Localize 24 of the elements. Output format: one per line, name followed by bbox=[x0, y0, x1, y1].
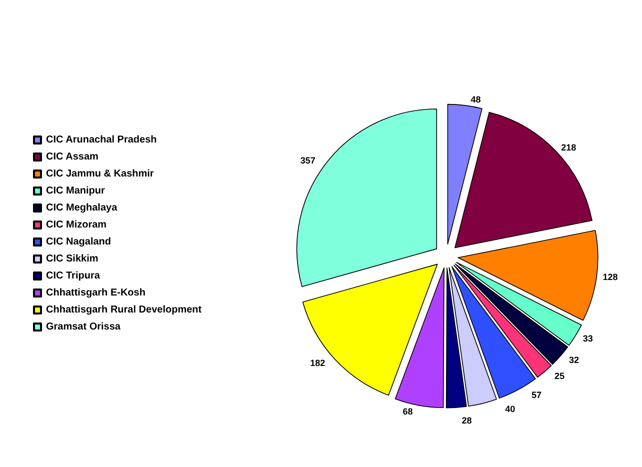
legend-label: CIC Mizoram bbox=[46, 220, 107, 230]
legend-label: Chhattisgarh E-Kosh bbox=[46, 288, 146, 298]
legend-label: CIC Nagaland bbox=[46, 236, 112, 248]
data-label: 218 bbox=[561, 142, 576, 152]
legend-label: CIC Assam bbox=[46, 152, 99, 162]
data-label: 57 bbox=[532, 390, 542, 400]
legend-label: CIC Tripura bbox=[46, 270, 100, 282]
data-label: 182 bbox=[310, 358, 326, 368]
data-label: 357 bbox=[300, 156, 316, 166]
legend-label: CIC Meghalaya bbox=[46, 202, 118, 214]
data-label: 48 bbox=[470, 94, 481, 104]
data-label: 68 bbox=[402, 406, 413, 416]
legend-label: Chhattisgarh Rural Development bbox=[46, 304, 202, 316]
legend-label: CIC Sikkim bbox=[46, 254, 98, 264]
data-label: 40 bbox=[505, 404, 516, 414]
legend-label: CIC Manipur bbox=[46, 186, 105, 196]
data-label: 28 bbox=[462, 416, 472, 426]
data-label: 33 bbox=[582, 334, 593, 344]
legend-label: Gramsat Orissa bbox=[46, 322, 121, 332]
data-label: 128 bbox=[602, 272, 618, 282]
data-label: 32 bbox=[568, 354, 579, 365]
legend-label: CIC Jammu & Kashmir bbox=[46, 168, 154, 180]
data-label: 25 bbox=[554, 371, 565, 382]
legend-label: CIC Arunachal Pradesh bbox=[46, 134, 157, 146]
